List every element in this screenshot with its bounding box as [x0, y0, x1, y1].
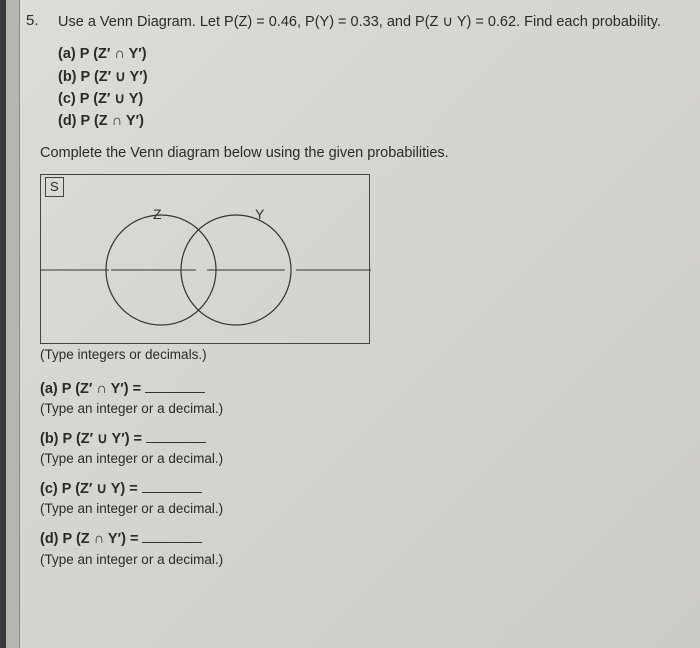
- answer-blank-d[interactable]: [142, 529, 202, 543]
- question-number: 5.: [26, 10, 39, 31]
- subpart-d: (d) P (Z ∩ Y′): [58, 111, 680, 131]
- answer-blank-c[interactable]: [142, 479, 202, 493]
- subpart-c: (c) P (Z′ ∪ Y): [58, 89, 680, 109]
- answer-row-b: (b) P (Z′ ∪ Y′) = (Type an integer or a …: [40, 429, 680, 469]
- answer-label-a: (a) P (Z′ ∩ Y′) =: [40, 381, 141, 397]
- screen-edge-strip: [6, 0, 20, 648]
- subparts-list: (a) P (Z′ ∩ Y′) (b) P (Z′ ∪ Y′) (c) P (Z…: [58, 44, 680, 131]
- answer-label-b: (b) P (Z′ ∪ Y′) =: [40, 431, 142, 447]
- subpart-a: (a) P (Z′ ∩ Y′): [58, 44, 680, 64]
- answer-row-a: (a) P (Z′ ∩ Y′) = (Type an integer or a …: [40, 379, 680, 419]
- answer-label-c: (c) P (Z′ ∪ Y) =: [40, 481, 138, 497]
- answer-label-d: (d) P (Z ∩ Y′) =: [40, 531, 138, 547]
- venn-label-y: Y: [255, 206, 265, 222]
- venn-instruction: Complete the Venn diagram below using th…: [40, 143, 680, 163]
- answer-hint-c: (Type an integer or a decimal.): [40, 500, 680, 519]
- answer-hint-a: (Type an integer or a decimal.): [40, 400, 680, 419]
- worksheet-page: 5. Use a Venn Diagram. Let P(Z) = 0.46, …: [20, 0, 700, 648]
- venn-label-z: Z: [153, 206, 162, 222]
- venn-diagram-box: S Z Y: [40, 174, 370, 344]
- answer-hint-d: (Type an integer or a decimal.): [40, 551, 680, 570]
- answer-row-c: (c) P (Z′ ∪ Y) = (Type an integer or a d…: [40, 479, 680, 519]
- answer-blank-a[interactable]: [145, 379, 205, 393]
- answer-blank-b[interactable]: [146, 429, 206, 443]
- venn-svg: Z Y: [41, 175, 371, 345]
- question-prompt: Use a Venn Diagram. Let P(Z) = 0.46, P(Y…: [58, 12, 680, 32]
- answer-row-d: (d) P (Z ∩ Y′) = (Type an integer or a d…: [40, 529, 680, 569]
- subpart-b: (b) P (Z′ ∪ Y′): [58, 67, 680, 87]
- answer-hint-b: (Type an integer or a decimal.): [40, 450, 680, 469]
- type-hint-main: (Type integers or decimals.): [40, 346, 680, 365]
